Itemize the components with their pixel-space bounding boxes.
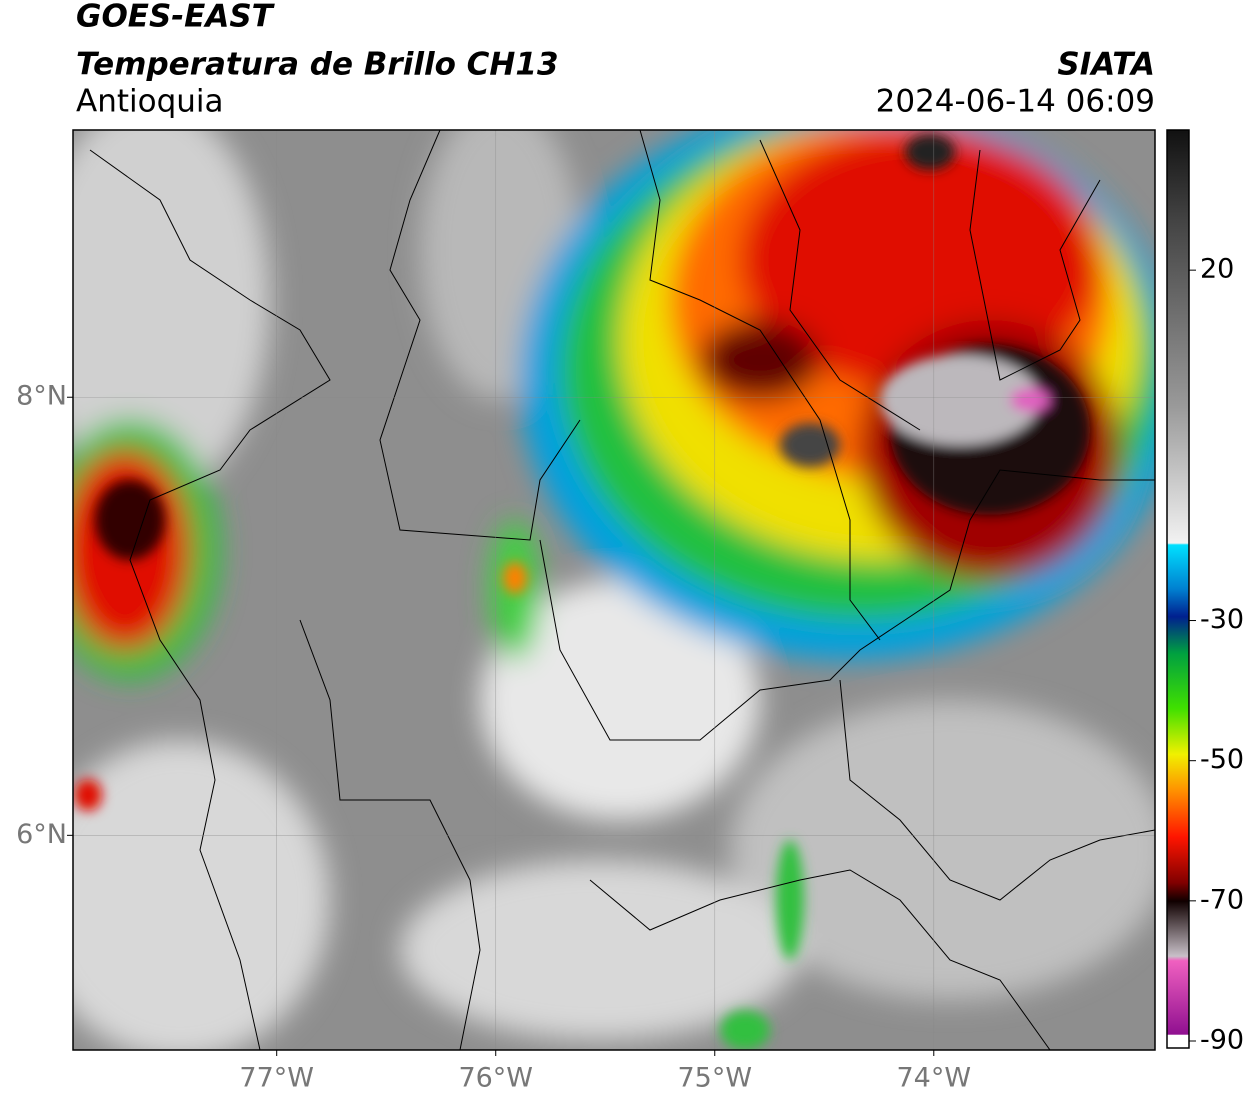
lon-label: 74°W bbox=[897, 1063, 972, 1094]
lat-label: 6°N bbox=[16, 819, 67, 850]
colorbar-tick-label: -30 bbox=[1200, 604, 1244, 635]
source: SIATA bbox=[1057, 47, 1155, 83]
colorbar bbox=[1166, 129, 1190, 1049]
satellite-image bbox=[73, 130, 1155, 1050]
lon-label: 75°W bbox=[677, 1063, 752, 1094]
colorbar-tick-label: -70 bbox=[1200, 884, 1244, 915]
colorbar-tick-label: -50 bbox=[1200, 744, 1244, 775]
subtitle: Temperatura de Brillo CH13 bbox=[76, 47, 559, 83]
colorbar-tick-label: 20 bbox=[1200, 254, 1234, 285]
lon-label: 76°W bbox=[458, 1063, 533, 1094]
title: GOES-EAST bbox=[76, 0, 276, 35]
graticule bbox=[73, 130, 1155, 1050]
lon-label: 77°W bbox=[239, 1063, 314, 1094]
datetime: 2024-06-14 06:09 bbox=[876, 84, 1155, 120]
colorbar-tick-label: -90 bbox=[1200, 1024, 1244, 1055]
region: Antioquia bbox=[76, 84, 224, 120]
map-frame bbox=[72, 129, 1156, 1051]
borders bbox=[89, 130, 1155, 1050]
lat-label: 8°N bbox=[16, 381, 67, 412]
